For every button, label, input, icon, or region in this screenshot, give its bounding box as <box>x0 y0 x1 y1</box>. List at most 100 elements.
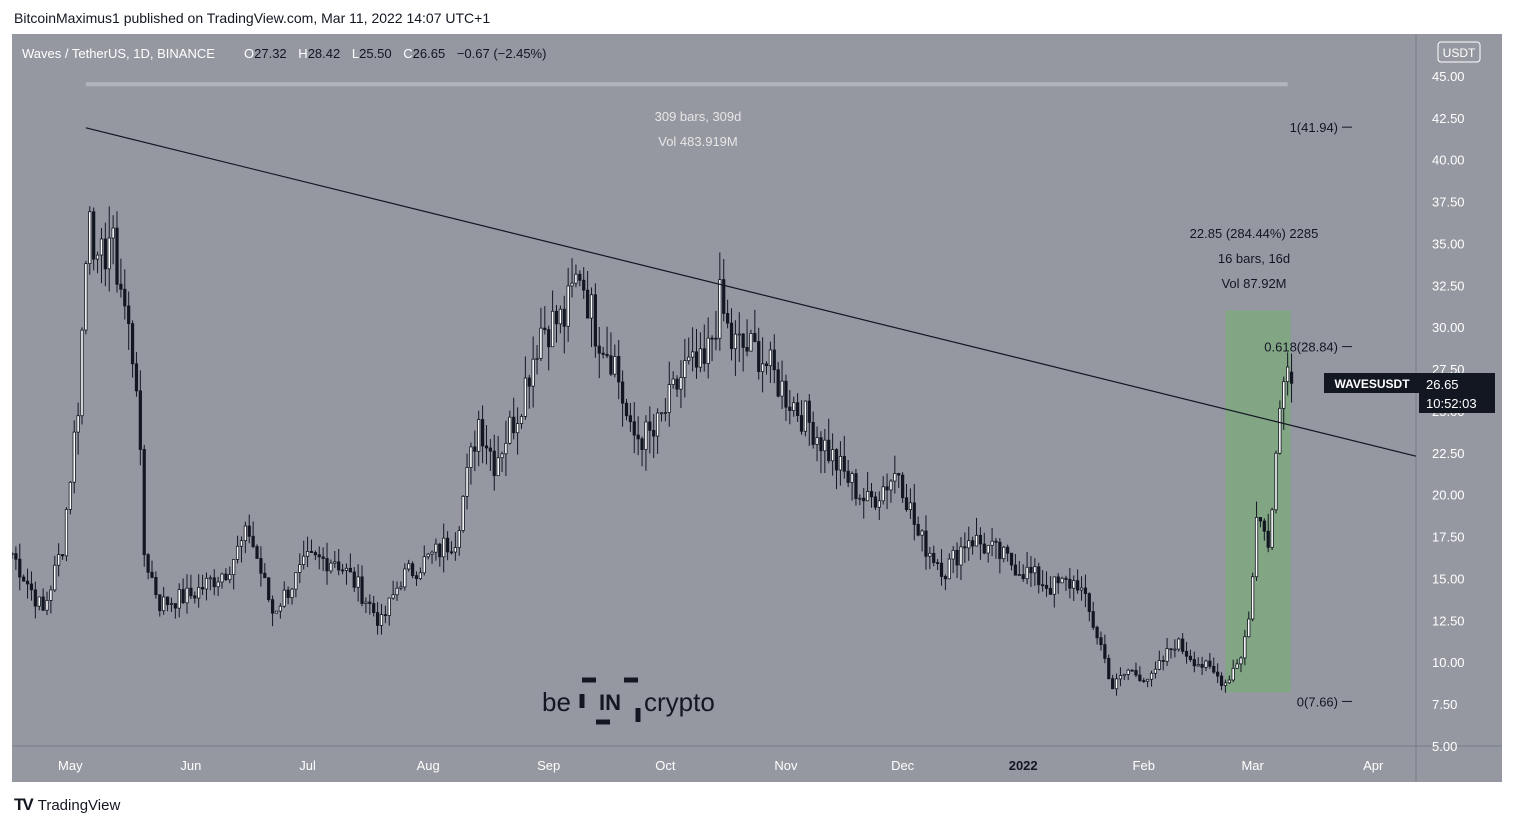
candle-body <box>566 285 570 327</box>
candle-body <box>512 416 516 434</box>
candle-body <box>761 363 765 372</box>
candle-body <box>95 254 100 260</box>
candle-body <box>869 491 874 498</box>
candle-body <box>449 551 454 554</box>
candle-body <box>589 294 594 319</box>
time-tick-label: Apr <box>1363 758 1384 773</box>
candle-body <box>403 568 407 588</box>
price-tick-label: 12.50 <box>1432 613 1465 628</box>
candle-body <box>838 455 843 471</box>
candle-body <box>554 310 559 325</box>
candle-body <box>49 589 53 601</box>
candle-body <box>885 486 889 491</box>
candle-body <box>368 601 372 604</box>
candle-body <box>1247 618 1251 638</box>
ohlc-c-label: C <box>403 46 412 61</box>
price-tick-label: 17.50 <box>1432 530 1465 545</box>
price-chart[interactable]: 45.0042.5040.0037.5035.0032.5030.0027.50… <box>12 34 1502 782</box>
candle-body <box>632 421 636 436</box>
candle-body <box>1219 675 1224 686</box>
candle-body <box>593 294 597 347</box>
candle-body <box>107 237 111 270</box>
candle-body <box>430 551 434 555</box>
tradingview-brand[interactable]: TV TradingView <box>14 795 120 815</box>
candle-body <box>620 381 625 404</box>
candle-body <box>679 377 683 390</box>
last-price-text: 26.65 <box>1426 377 1459 392</box>
tradingview-brand-label: TradingView <box>37 796 121 814</box>
candle-body <box>889 480 893 491</box>
candle-body <box>951 549 955 560</box>
candle-body <box>457 530 461 549</box>
candle-body <box>45 600 49 611</box>
candle-body <box>1126 669 1130 675</box>
candle-body <box>1146 678 1150 682</box>
candle-body <box>1138 674 1142 681</box>
candle-body <box>1216 671 1220 677</box>
candle-body <box>1107 658 1111 680</box>
candle-body <box>383 614 387 617</box>
candle-body <box>904 497 909 510</box>
ohlc-low: 25.50 <box>359 46 392 61</box>
candle-body <box>150 571 154 578</box>
candle-body <box>142 449 146 556</box>
candle-body <box>807 400 811 423</box>
candle-body <box>527 377 531 387</box>
price-tick-label: 32.50 <box>1432 278 1465 293</box>
candle-body <box>64 509 69 557</box>
candle-body <box>134 363 139 392</box>
candle-body <box>220 573 224 583</box>
chart-area[interactable]: 45.00 42.50 40.00 37.50 35.00 32.50 30.00 27.50… <box>12 34 1502 782</box>
candle-body <box>185 587 189 604</box>
candle-body <box>764 363 769 367</box>
candle-body <box>391 594 395 599</box>
candle-body <box>438 543 442 558</box>
candle-body <box>974 534 979 547</box>
candle-body <box>1037 566 1041 586</box>
candle-body <box>932 552 936 563</box>
candle-body <box>379 614 384 626</box>
candle-body <box>671 378 675 386</box>
candle-body <box>340 569 345 572</box>
candle-body <box>691 351 695 358</box>
candle-body <box>963 546 967 549</box>
currency-badge-box[interactable] <box>1437 41 1481 63</box>
last-price-tag: 26.65 10:52:03 <box>1419 373 1495 413</box>
candle-body <box>792 402 796 412</box>
candle-body <box>158 594 162 612</box>
candle-body <box>834 449 839 471</box>
chart-title: Waves / TetherUS, 1D, BINANCE <box>22 46 215 61</box>
candle-body <box>1212 665 1216 673</box>
candle-body <box>1235 663 1239 669</box>
candle-body <box>1239 657 1243 665</box>
candle-body <box>130 323 135 365</box>
candle-body <box>799 415 804 432</box>
candle-body <box>749 332 753 352</box>
watermark-bracket-box <box>579 677 641 725</box>
ohlc-change: −0.67 (−2.45%) <box>457 46 547 61</box>
candle-body <box>1056 576 1060 584</box>
candle-body <box>726 313 730 324</box>
candle-body <box>387 597 391 616</box>
time-tick-label: 2022 <box>1009 758 1038 773</box>
candle-body <box>1083 587 1088 595</box>
short-range-vol: Vol 87.92M <box>1221 276 1286 291</box>
candle-body <box>270 599 275 614</box>
price-tick-label: 35.00 <box>1432 236 1465 251</box>
candle-body <box>290 588 294 598</box>
candle-body <box>364 601 368 604</box>
candle-body <box>531 358 535 387</box>
candle-body <box>1282 381 1286 409</box>
fib-level-label: 1(41.94) <box>1290 120 1338 135</box>
candle-body <box>216 581 220 588</box>
candle-body <box>337 561 341 571</box>
candle-body <box>1289 371 1294 384</box>
candle-body <box>547 329 551 348</box>
candle-body <box>936 562 940 564</box>
candle-body <box>877 500 881 508</box>
candle-body <box>60 554 65 557</box>
candle-body <box>582 279 586 291</box>
candle-body <box>1087 593 1091 612</box>
candle-body <box>523 377 527 417</box>
candle-body <box>1044 584 1049 589</box>
